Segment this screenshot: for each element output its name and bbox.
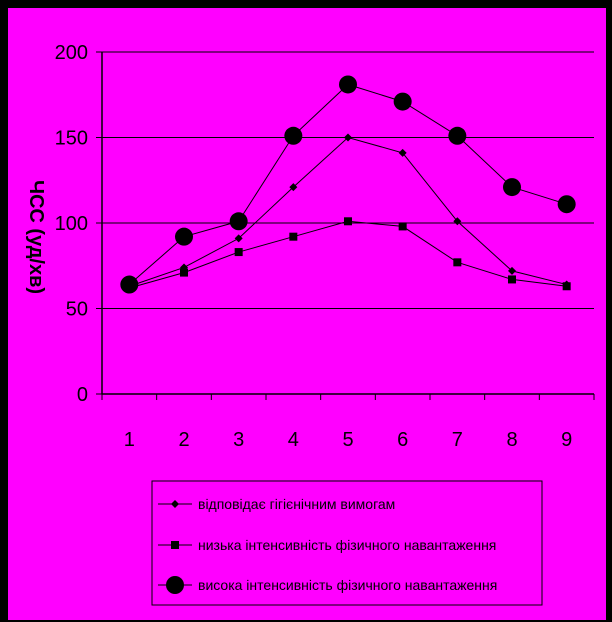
data-point — [120, 275, 139, 294]
data-point — [557, 195, 576, 214]
data-point — [284, 126, 303, 145]
data-point — [339, 75, 357, 94]
data-point — [508, 275, 516, 284]
data-point — [180, 268, 188, 277]
y-tick-label: 50 — [66, 299, 88, 321]
data-point — [503, 178, 521, 197]
data-point — [453, 258, 462, 267]
series-group — [120, 75, 576, 294]
data-point — [289, 183, 298, 192]
series-2 — [125, 217, 571, 292]
x-tick-label: 1 — [124, 429, 135, 451]
axes — [96, 51, 595, 400]
series-1 — [125, 133, 571, 291]
x-tick-label: 2 — [178, 429, 189, 451]
data-point — [508, 266, 516, 275]
legend-marker — [166, 576, 184, 594]
data-point — [289, 232, 298, 241]
y-tick-label: 0 — [77, 384, 88, 406]
data-point — [398, 222, 407, 231]
legend-label: висока інтенсивність фізичного навантаже… — [198, 577, 497, 593]
data-point — [229, 212, 248, 231]
series-line — [129, 136, 567, 287]
x-tick-label: 6 — [397, 429, 408, 451]
data-point — [175, 227, 193, 246]
x-tick-label: 3 — [233, 429, 244, 451]
data-point — [562, 282, 571, 291]
x-tick-label: 5 — [342, 429, 353, 451]
data-point — [344, 133, 352, 142]
series-line — [129, 220, 567, 289]
series-3 — [120, 75, 576, 294]
legend: відповідає гігієнічним вимогам низька інт… — [151, 480, 543, 606]
legend-label: низька інтенсивність фізичного навантаже… — [198, 537, 496, 553]
data-point — [234, 234, 243, 243]
x-tick-label: 8 — [506, 429, 517, 451]
data-point — [448, 126, 467, 145]
data-point — [234, 248, 243, 257]
legend-box — [151, 480, 543, 606]
data-point — [398, 148, 407, 157]
legend-marker — [171, 541, 179, 549]
y-tick-label: 100 — [55, 213, 88, 235]
y-tick-label: 150 — [55, 128, 88, 150]
x-tick-label: 4 — [288, 429, 299, 451]
data-point — [453, 217, 462, 226]
y-axis-label: ЧСС (уд/хв) — [25, 180, 47, 294]
x-tick-label: 7 — [452, 429, 463, 451]
series-line — [129, 83, 567, 285]
x-tick-labels: 1 2 3 4 5 6 7 8 9 — [124, 429, 572, 451]
legend-label: відповідає гігієнічним вимогам — [198, 496, 395, 512]
data-point — [344, 217, 352, 226]
x-tick-label: 9 — [561, 429, 572, 451]
y-tick-label: 200 — [55, 42, 88, 64]
data-point — [393, 92, 412, 111]
y-tick-labels: 0 50 100 150 200 — [55, 42, 88, 406]
legend-marker — [171, 500, 179, 508]
chart-panel — [8, 8, 606, 620]
